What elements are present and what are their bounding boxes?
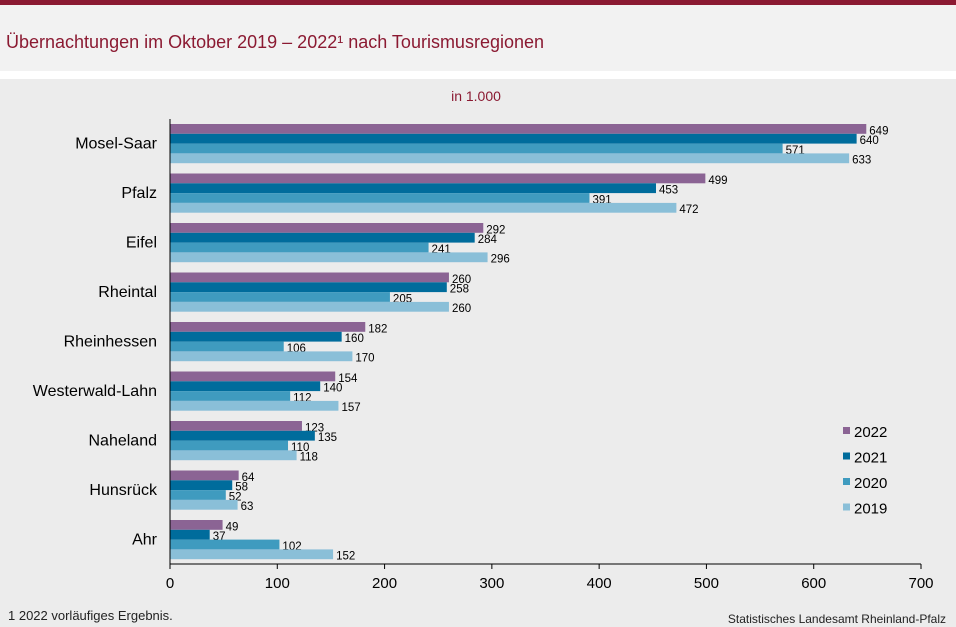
x-tick-label-0: 0 bbox=[166, 575, 174, 592]
bar-hunsr-ck-2021 bbox=[170, 480, 233, 491]
data-label-westerwald-lahn-2022: 154 bbox=[338, 373, 358, 385]
data-label-rheintal-2021: 258 bbox=[450, 284, 469, 296]
data-label-rheintal-2022: 260 bbox=[452, 274, 471, 286]
bar-rheinhessen-2022 bbox=[170, 322, 366, 332]
x-tick-label-700: 700 bbox=[908, 575, 933, 592]
legend-swatch-2020 bbox=[843, 478, 850, 485]
x-tick-label-500: 500 bbox=[694, 575, 719, 592]
bar-rheinhessen-2021 bbox=[170, 331, 342, 342]
data-label-mosel-saar-2019: 633 bbox=[852, 155, 871, 167]
data-label-hunsr-ck-2022: 64 bbox=[242, 472, 255, 484]
bar-ahr-2019 bbox=[170, 549, 334, 560]
category-label-rheinhessen: Rheinhessen bbox=[64, 334, 157, 351]
bar-naheland-2021 bbox=[170, 430, 315, 441]
bar-hunsr-ck-2020 bbox=[170, 490, 226, 500]
bar-mosel-saar-2020 bbox=[170, 143, 783, 154]
bar-rheintal-2019 bbox=[170, 301, 449, 312]
data-label-mosel-saar-2022: 649 bbox=[869, 125, 888, 137]
x-tick-label-600: 600 bbox=[801, 575, 826, 592]
category-label-pfalz: Pfalz bbox=[121, 185, 157, 202]
bar-rheintal-2022 bbox=[170, 272, 449, 283]
bar-pfalz-2020 bbox=[170, 193, 590, 203]
data-label-rheinhessen-2019: 170 bbox=[355, 353, 374, 365]
data-label-eifel-2022: 292 bbox=[486, 224, 505, 236]
bar-mosel-saar-2021 bbox=[170, 133, 857, 144]
legend-swatch-2021 bbox=[843, 452, 850, 460]
bar-naheland-2022 bbox=[170, 421, 302, 431]
bar-hunsr-ck-2022 bbox=[170, 470, 239, 481]
header: Übernachtungen im Oktober 2019 – 2022¹ n… bbox=[0, 5, 956, 71]
data-label-naheland-2021: 135 bbox=[318, 432, 337, 444]
category-label-rheintal: Rheintal bbox=[98, 284, 157, 301]
category-label-eifel: Eifel bbox=[126, 235, 157, 252]
category-label-westerwald-lahn: Westerwald-Lahn bbox=[33, 383, 157, 400]
bar-rheintal-2021 bbox=[170, 282, 447, 293]
bar-eifel-2022 bbox=[170, 223, 484, 233]
data-label-rheinhessen-2021: 160 bbox=[345, 333, 364, 345]
data-label-hunsr-ck-2021: 58 bbox=[235, 482, 248, 494]
bar-naheland-2020 bbox=[170, 440, 289, 451]
bar-ahr-2020 bbox=[170, 539, 280, 550]
bar-westerwald-lahn-2020 bbox=[170, 391, 291, 401]
bar-mosel-saar-2022 bbox=[170, 124, 867, 134]
data-label-pfalz-2019: 472 bbox=[679, 204, 698, 216]
legend-label-2019: 2019 bbox=[854, 501, 887, 518]
bar-pfalz-2022 bbox=[170, 173, 706, 184]
category-label-naheland: Naheland bbox=[89, 433, 158, 450]
bar-eifel-2019 bbox=[170, 252, 488, 263]
legend-label-2021: 2021 bbox=[854, 450, 887, 467]
bar-hunsr-ck-2019 bbox=[170, 499, 238, 510]
data-label-rheinhessen-2022: 182 bbox=[368, 323, 387, 335]
category-label-ahr: Ahr bbox=[132, 532, 158, 549]
legend-swatch-2019 bbox=[843, 503, 850, 511]
bar-westerwald-lahn-2022 bbox=[170, 371, 336, 382]
bar-mosel-saar-2019 bbox=[170, 153, 850, 164]
data-label-eifel-2019: 296 bbox=[491, 254, 510, 266]
data-label-ahr-2022: 49 bbox=[226, 521, 239, 533]
x-tick-label-200: 200 bbox=[372, 575, 397, 592]
source-credit: Statistisches Landesamt Rheinland-Pfalz bbox=[727, 612, 946, 626]
bar-rheintal-2020 bbox=[170, 292, 390, 302]
page-title: Übernachtungen im Oktober 2019 – 2022¹ n… bbox=[6, 32, 545, 52]
legend-label-2022: 2022 bbox=[854, 424, 887, 441]
data-label-westerwald-lahn-2021: 140 bbox=[323, 383, 342, 395]
bar-rheinhessen-2019 bbox=[170, 351, 353, 362]
category-label-mosel-saar: Mosel-Saar bbox=[75, 136, 157, 153]
data-label-naheland-2019: 118 bbox=[300, 452, 318, 464]
bar-rheinhessen-2020 bbox=[170, 341, 284, 352]
data-label-westerwald-lahn-2019: 157 bbox=[341, 402, 360, 414]
legend-swatch-2022 bbox=[843, 427, 850, 434]
data-label-eifel-2021: 284 bbox=[478, 234, 498, 246]
legend-label-2020: 2020 bbox=[854, 475, 887, 492]
category-label-hunsr-ck: Hunsrück bbox=[89, 482, 158, 499]
x-tick-label-100: 100 bbox=[265, 575, 290, 592]
bar-westerwald-lahn-2019 bbox=[170, 400, 339, 411]
bar-eifel-2020 bbox=[170, 242, 429, 253]
top-accent-bar bbox=[0, 0, 956, 5]
data-label-rheintal-2019: 260 bbox=[452, 303, 471, 315]
bar-naheland-2019 bbox=[170, 450, 297, 461]
data-label-hunsr-ck-2019: 63 bbox=[241, 501, 254, 513]
x-tick-label-400: 400 bbox=[587, 575, 612, 592]
bar-eifel-2021 bbox=[170, 232, 475, 243]
bar-ahr-2022 bbox=[170, 520, 223, 530]
chart-subtitle: in 1.000 bbox=[451, 88, 501, 104]
header-separator bbox=[0, 71, 956, 79]
x-tick-label-300: 300 bbox=[479, 575, 504, 592]
data-label-mosel-saar-2021: 640 bbox=[860, 135, 879, 147]
bar-westerwald-lahn-2021 bbox=[170, 381, 321, 392]
bar-pfalz-2019 bbox=[170, 202, 677, 213]
data-label-ahr-2019: 152 bbox=[336, 551, 355, 563]
data-label-pfalz-2022: 499 bbox=[708, 175, 727, 187]
footnote: 1 2022 vorläufiges Ergebnis. bbox=[8, 608, 173, 623]
bar-pfalz-2021 bbox=[170, 183, 657, 194]
data-label-pfalz-2021: 453 bbox=[659, 185, 678, 197]
bar-ahr-2021 bbox=[170, 529, 210, 540]
